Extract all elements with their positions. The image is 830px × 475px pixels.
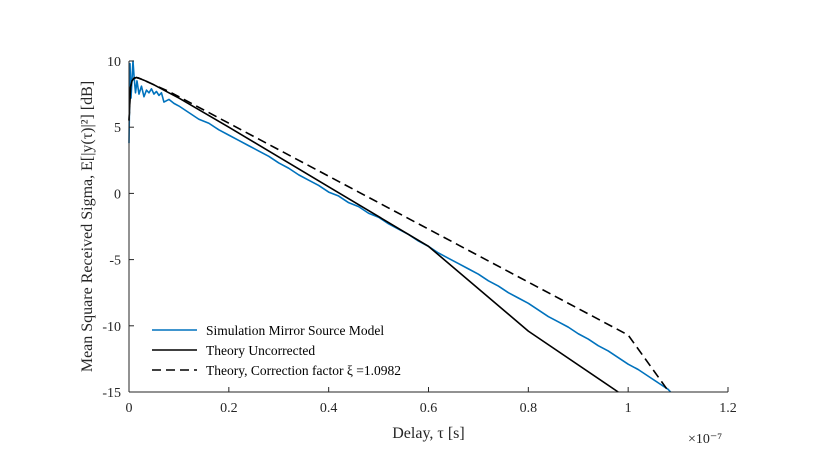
plot-area	[129, 61, 728, 392]
x-exponent-label: ×10⁻⁷	[688, 432, 722, 447]
x-tick-label: 0.4	[320, 401, 338, 416]
x-tick-label: 1	[625, 401, 632, 416]
x-tick-label: 1.2	[719, 401, 737, 416]
ticks-layer: 0 0.2 0.4 0.6 0.8 1 1.2 10 5 0 -5 -10 -15	[102, 55, 736, 416]
y-tick-label: 5	[114, 121, 121, 136]
x-tick-label: 0	[126, 401, 133, 416]
x-axis-label: Delay, τ [s]	[392, 425, 464, 442]
legend-label-3: Theory, Correction factor ξ =1.0982	[206, 363, 401, 378]
x-tick-label: 0.8	[520, 401, 538, 416]
legend: Simulation Mirror Source Model Theory Unc…	[152, 323, 401, 378]
y-tick-label: 10	[107, 55, 121, 70]
series-line-3	[128, 76, 669, 392]
x-tick-label: 0.2	[220, 401, 238, 416]
legend-label-1: Simulation Mirror Source Model	[206, 323, 384, 338]
y-tick-label: -15	[102, 386, 121, 401]
y-tick-label: 0	[114, 187, 121, 202]
y-tick-label: -10	[102, 320, 121, 335]
x-tick-label: 0.6	[420, 401, 438, 416]
y-tick-label: -5	[109, 254, 121, 269]
y-axis-label: Mean Square Received Sigma, E[|y(τ)|²] […	[79, 81, 96, 372]
series-line-1	[128, 60, 672, 393]
series-layer	[128, 60, 672, 393]
legend-label-2: Theory Uncorrected	[206, 343, 315, 358]
